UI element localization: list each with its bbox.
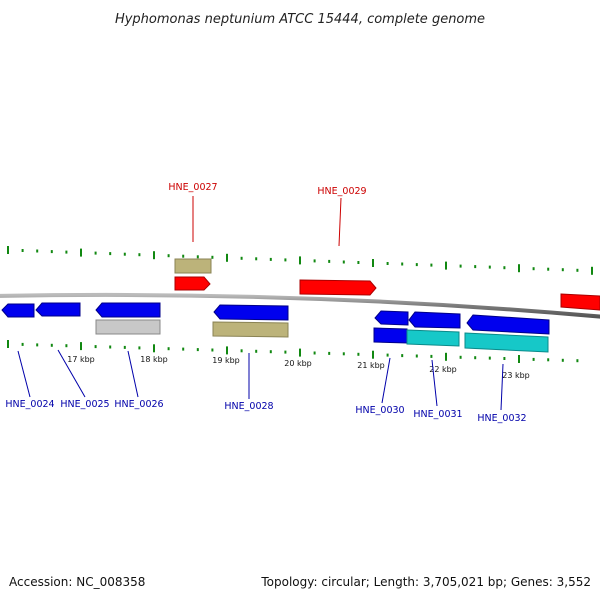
tick-label-17kbp: 17 kbp xyxy=(67,355,95,364)
accession-text: Accession: NC_008358 xyxy=(9,575,145,589)
bottom-tick-track xyxy=(7,340,579,363)
tick-label-23kbp: 23 kbp xyxy=(502,371,530,380)
gene-hne-0031[interactable] xyxy=(408,311,461,329)
feature-cyan-2[interactable] xyxy=(464,332,549,353)
leader-hne-0029 xyxy=(338,197,342,247)
gene-hne-0032[interactable] xyxy=(466,314,550,335)
feature-gray[interactable] xyxy=(95,319,161,335)
tick-label-20kbp: 20 kbp xyxy=(284,359,312,368)
genome-backbone xyxy=(0,292,600,319)
leader-hne-0031 xyxy=(431,359,438,407)
tick-label-18kbp: 18 kbp xyxy=(140,355,168,364)
gene-hne-0028[interactable] xyxy=(213,304,289,321)
feature-olive-top[interactable] xyxy=(174,258,212,274)
gene-label-hne-0024[interactable]: HNE_0024 xyxy=(5,399,54,410)
gene-label-hne-0029[interactable]: HNE_0029 xyxy=(317,186,366,197)
top-tick-track xyxy=(7,246,593,275)
gene-right-edge[interactable] xyxy=(560,293,600,311)
gene-hne-0024[interactable] xyxy=(1,303,35,318)
gene-label-hne-0031[interactable]: HNE_0031 xyxy=(413,409,462,420)
tick-labels: 17 kbp 18 kbp 19 kbp 20 kbp 21 kbp 22 kb… xyxy=(67,355,530,380)
tick-label-19kbp: 19 kbp xyxy=(212,356,240,365)
gene-label-hne-0032[interactable]: HNE_0032 xyxy=(477,413,526,424)
feature-cyan-1[interactable] xyxy=(406,329,460,347)
leader-hne-0024 xyxy=(17,350,31,398)
gene-leader-lines xyxy=(17,196,504,411)
gene-hne-0025[interactable] xyxy=(35,302,81,317)
gene-hne-0027[interactable] xyxy=(174,276,211,291)
gene-hne-0030-upper[interactable] xyxy=(374,310,409,326)
gene-hne-0029[interactable] xyxy=(299,279,377,296)
gene-label-hne-0027[interactable]: HNE_0027 xyxy=(168,182,217,193)
leader-hne-0030 xyxy=(381,357,391,404)
gene-label-hne-0025[interactable]: HNE_0025 xyxy=(60,399,109,410)
map-title: Hyphomonas neptunium ATCC 15444, complet… xyxy=(115,12,485,27)
gene-label-hne-0026[interactable]: HNE_0026 xyxy=(114,399,163,410)
tick-label-22kbp: 22 kbp xyxy=(429,365,457,374)
gene-label-hne-0028[interactable]: HNE_0028 xyxy=(224,401,273,412)
topology-text: Topology: circular; Length: 3,705,021 bp… xyxy=(260,575,591,589)
gene-hne-0026[interactable] xyxy=(95,302,161,318)
leader-hne-0025 xyxy=(57,349,86,398)
gene-label-hne-0030[interactable]: HNE_0030 xyxy=(355,405,404,416)
gene-hne-0030-lower[interactable] xyxy=(373,327,408,344)
leader-hne-0026 xyxy=(127,350,139,398)
tick-label-21kbp: 21 kbp xyxy=(357,361,385,370)
feature-tracks xyxy=(1,258,600,353)
leader-hne-0032 xyxy=(500,363,504,411)
feature-olive-bottom[interactable] xyxy=(212,321,289,338)
gene-labels: HNE_0027 HNE_0029 HNE_0024 HNE_0025 HNE_… xyxy=(5,182,526,424)
